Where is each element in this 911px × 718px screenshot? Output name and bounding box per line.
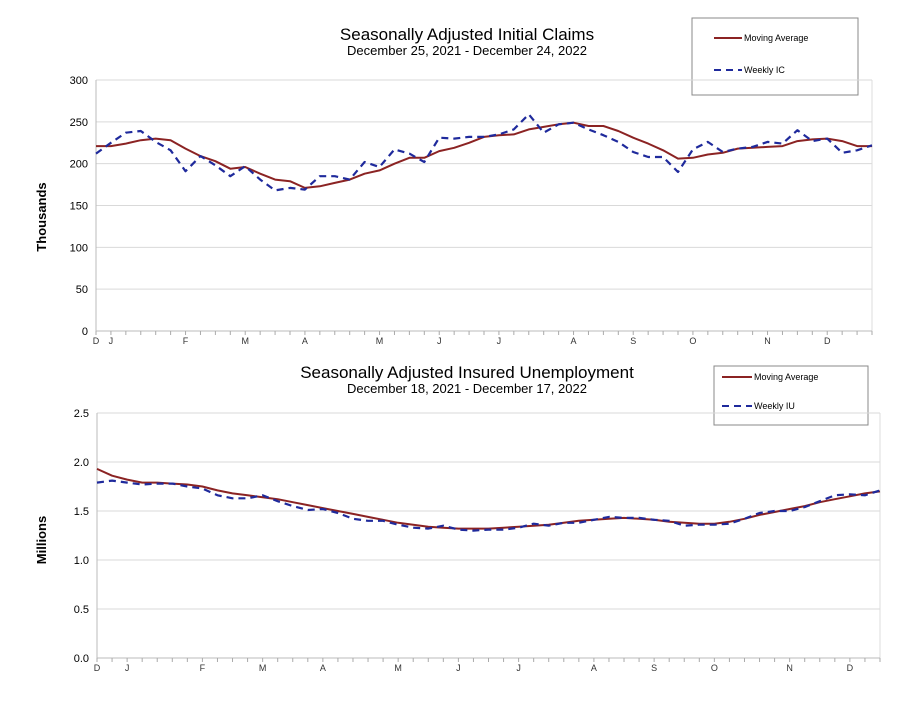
x-tick-label: A (302, 336, 308, 346)
y-tick-label: 300 (70, 75, 88, 87)
chart-title: Seasonally Adjusted Insured Unemployment (300, 363, 634, 382)
x-tick-label: A (320, 663, 326, 673)
insured-unemployment-chart: Seasonally Adjusted Insured Unemployment… (34, 363, 881, 673)
chart-subtitle: December 18, 2021 - December 17, 2022 (347, 381, 587, 396)
chart-title: Seasonally Adjusted Initial Claims (340, 25, 594, 44)
legend-label-weekly: Weekly IU (754, 401, 795, 411)
series-points (96, 123, 872, 188)
chart-subtitle: December 25, 2021 - December 24, 2022 (347, 43, 587, 58)
x-tick-label: D (93, 336, 100, 346)
y-tick-label: 0 (82, 326, 88, 338)
x-tick-label: A (591, 663, 597, 673)
y-tick-label: 150 (70, 201, 88, 213)
x-tick-label: S (651, 663, 657, 673)
gridlines (97, 412, 880, 610)
x-tick-label: D (94, 663, 101, 673)
legend-label-moving-average: Moving Average (754, 372, 818, 382)
series-line-moving-average (96, 121, 872, 189)
x-tick-label: F (200, 663, 206, 673)
x-tick-label: M (259, 663, 267, 673)
y-tick-label: 0.0 (74, 653, 89, 665)
series-points (97, 481, 880, 531)
x-tick-label: M (241, 336, 249, 346)
x-tick-label: M (394, 663, 402, 673)
y-tick-label: 1.0 (74, 555, 89, 567)
y-tick-label: 50 (76, 284, 88, 296)
x-tick-label: J (125, 663, 130, 673)
x-tick-label: N (786, 663, 793, 673)
series-points (97, 469, 880, 529)
x-tick-label: J (516, 663, 521, 673)
series-points (96, 114, 872, 190)
y-tick-label: 2.0 (74, 457, 89, 469)
x-tick-label: J (456, 663, 461, 673)
legend-label-moving-average: Moving Average (744, 33, 808, 43)
x-tick-label: S (630, 336, 636, 346)
gridlines (96, 79, 872, 290)
x-tick-label: J (109, 336, 114, 346)
legend-box (713, 365, 869, 426)
y-tick-label: 250 (70, 117, 88, 129)
y-axis-label: Millions (34, 516, 49, 564)
x-tick-label: J (437, 336, 442, 346)
legend: Moving Average Weekly IC (691, 17, 859, 96)
y-tick-label: 0.5 (74, 604, 89, 616)
series-line-moving-average (96, 467, 881, 530)
x-tick-label: F (183, 336, 189, 346)
x-tick-label: D (824, 336, 831, 346)
legend: Moving Average Weekly IU (713, 365, 869, 426)
series-line-weekly (96, 479, 881, 532)
legend-label-weekly: Weekly IC (744, 65, 785, 75)
y-tick-label: 100 (70, 242, 88, 254)
x-tick-label: M (376, 336, 384, 346)
x-tick-label: D (847, 663, 854, 673)
x-tick-label: A (571, 336, 577, 346)
legend-box (691, 17, 859, 96)
y-tick-label: 1.5 (74, 506, 89, 518)
x-tick-label: O (689, 336, 696, 346)
initial-claims-chart: Seasonally Adjusted Initial Claims Decem… (34, 17, 873, 346)
y-tick-label: 2.5 (74, 408, 89, 420)
x-tick-label: J (497, 336, 502, 346)
series-line-weekly (95, 113, 873, 192)
y-tick-label: 200 (70, 159, 88, 171)
y-axis-label: Thousands (34, 182, 49, 251)
x-tick-label: O (711, 663, 718, 673)
x-tick-label: N (764, 336, 771, 346)
